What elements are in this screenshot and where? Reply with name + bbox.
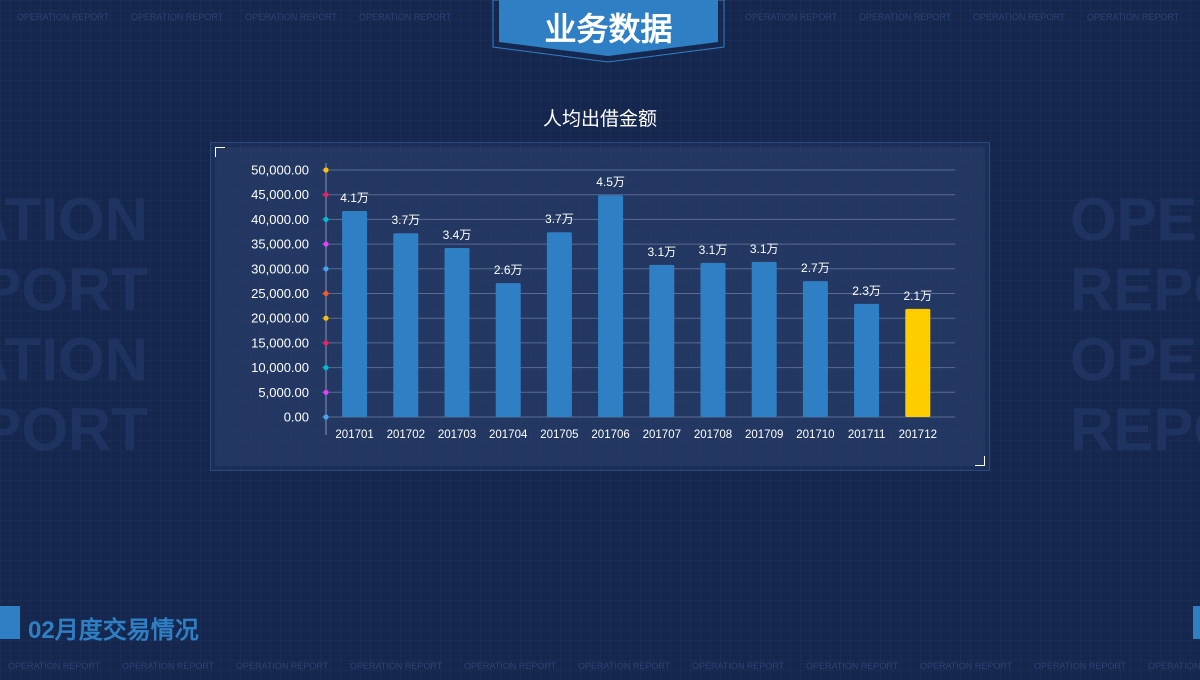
y-tick-label: 35,000.00 [251, 237, 309, 252]
y-tick-dot [323, 216, 329, 222]
y-tick-label: 15,000.00 [251, 335, 309, 350]
bar-201707 [649, 264, 675, 417]
bar-201705 [546, 232, 572, 417]
y-tick-label: 5,000.00 [258, 385, 309, 400]
y-tick-label: 10,000.00 [251, 360, 309, 375]
y-tick-dot [323, 241, 329, 247]
watermark-text: OPERATION REPORT [806, 661, 899, 671]
y-tick-dot [323, 315, 329, 321]
bar-201711 [854, 303, 880, 417]
y-tick-label: 40,000.00 [251, 212, 309, 227]
bar-201708 [700, 262, 726, 417]
x-tick-label: 201709 [745, 429, 783, 441]
data-label: 4.1万 [340, 191, 369, 205]
x-tick-label: 201705 [540, 429, 578, 441]
bar-201701 [342, 211, 368, 417]
data-label: 3.7万 [545, 212, 574, 226]
x-tick-label: 201703 [438, 429, 476, 441]
x-tick-label: 201706 [591, 429, 629, 441]
data-label: 4.5万 [596, 175, 625, 189]
y-tick-label: 20,000.00 [251, 311, 309, 326]
y-tick-label: 45,000.00 [251, 187, 309, 202]
section-label: 02月度交易情况 [28, 617, 199, 644]
watermark-text: OPERATION REPORT [464, 661, 557, 671]
data-label: 3.1万 [750, 242, 779, 256]
y-tick-dot [323, 414, 329, 420]
bar-201703 [444, 248, 470, 417]
watermark-text: OPERATION REPORT [17, 12, 110, 22]
y-tick-label: 30,000.00 [251, 261, 309, 276]
y-tick-dot [323, 192, 329, 198]
big-watermark-left-line: OPERATION [0, 326, 148, 393]
bar-201710 [802, 281, 828, 417]
y-tick-dot [323, 340, 329, 346]
watermark-text: OPERATION REPORT [1148, 661, 1200, 671]
x-tick-label: 201711 [848, 429, 886, 441]
x-tick-label: 201702 [387, 429, 425, 441]
big-watermark-left-line: REPORT [0, 256, 148, 323]
y-tick-dot [323, 365, 329, 371]
x-tick-label: 201708 [694, 429, 732, 441]
footer-accent-right [1193, 606, 1200, 639]
watermark-text: OPERATION REPORT [236, 661, 329, 671]
watermark-text: OPERATION REPORT [131, 12, 224, 22]
data-label: 2.1万 [903, 289, 932, 303]
y-tick-dot [323, 266, 329, 272]
watermark-text: OPERATION REPORT [359, 12, 452, 22]
y-tick-label: 0.00 [284, 410, 309, 425]
watermark-text: OPERATION REPORT [859, 12, 952, 22]
footer-accent-left [0, 606, 20, 639]
data-label: 2.3万 [852, 284, 881, 298]
y-tick-dot [323, 389, 329, 395]
corner-top-left [215, 147, 225, 157]
bar-201709 [751, 261, 777, 417]
data-label: 2.6万 [494, 263, 523, 277]
data-label: 3.7万 [391, 213, 420, 227]
big-watermark-right-line: OPERATION [1070, 326, 1200, 393]
data-label: 3.1万 [699, 243, 728, 257]
watermark-text: OPERATION REPORT [973, 12, 1066, 22]
watermark-text: OPERATION REPORT [1034, 661, 1127, 671]
title-badge [492, 0, 725, 63]
y-tick-label: 50,000.00 [251, 163, 309, 178]
bar-201712 [905, 308, 931, 417]
data-label: 3.4万 [443, 228, 472, 242]
x-tick-label: 201710 [796, 429, 834, 441]
corner-bottom-right [975, 456, 985, 466]
chart-title: 人均出借金额 [542, 109, 657, 130]
y-tick-label: 25,000.00 [251, 286, 309, 301]
bar-201706 [598, 195, 624, 417]
data-label: 2.7万 [801, 261, 830, 275]
watermark-text: OPERATION REPORT [745, 12, 838, 22]
watermark-text: OPERATION REPORT [1087, 12, 1180, 22]
bar-201702 [393, 233, 419, 417]
x-tick-label: 201701 [335, 429, 373, 441]
x-tick-label: 201704 [489, 429, 528, 441]
watermark-text: OPERATION REPORT [578, 661, 671, 671]
data-label: 3.1万 [647, 245, 676, 259]
watermark-text: OPERATION REPORT [350, 661, 443, 671]
big-watermark-left-line: OPERATION [0, 186, 148, 253]
watermark-text: OPERATION REPORT [245, 12, 338, 22]
big-watermark-right-line: OPERATION [1070, 186, 1200, 253]
big-watermark-right-line: REPORT [1070, 396, 1200, 463]
big-watermark-left-line: REPORT [0, 396, 148, 463]
y-tick-dot [323, 290, 329, 297]
big-watermark-right-line: REPORT [1070, 256, 1200, 323]
x-tick-label: 201712 [899, 429, 937, 441]
watermark-text: OPERATION REPORT [692, 661, 785, 671]
bar-201704 [495, 283, 521, 417]
y-tick-dot [323, 167, 329, 173]
page-title: 业务数据 [544, 11, 673, 47]
watermark-text: OPERATION REPORT [8, 661, 101, 671]
watermark-text: OPERATION REPORT [122, 661, 215, 671]
watermark-text: OPERATION REPORT [920, 661, 1013, 671]
x-tick-label: 201707 [643, 429, 681, 441]
